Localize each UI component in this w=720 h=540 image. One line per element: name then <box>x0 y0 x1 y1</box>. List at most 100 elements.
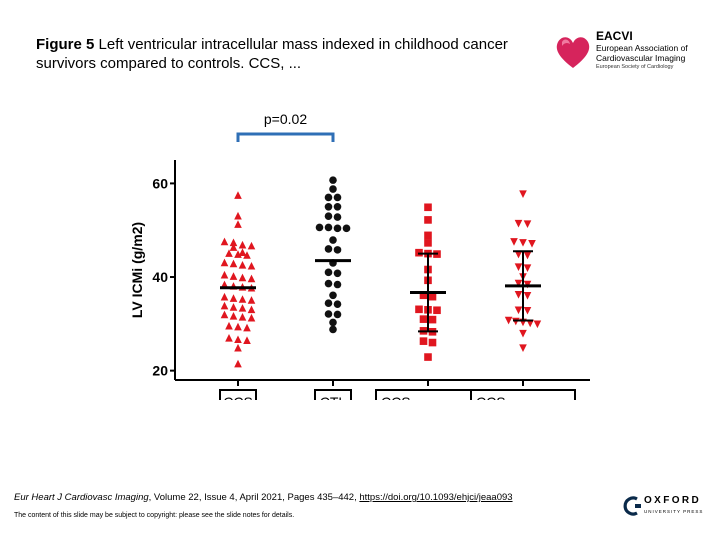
data-point <box>329 325 337 334</box>
data-point <box>428 315 437 324</box>
data-point <box>247 313 256 322</box>
data-point <box>523 291 532 300</box>
data-point <box>247 261 256 270</box>
data-point <box>234 250 242 258</box>
oxford-logo: OXFORD UNIVERSITY PRESS <box>622 495 712 519</box>
citation-details: , Volume 22, Issue 4, April 2021, Pages … <box>148 492 360 503</box>
data-point <box>247 305 256 314</box>
eacvi-full-line2: Cardiovascular Imaging <box>596 53 686 63</box>
data-point <box>519 239 527 247</box>
data-point <box>234 211 242 220</box>
category-label: CCS <box>476 394 506 400</box>
data-point <box>234 343 242 352</box>
category-box <box>375 389 481 400</box>
data-point <box>315 223 324 232</box>
data-point <box>424 203 432 212</box>
figure-title: Figure 5 Left ventricular intracellular … <box>36 35 516 73</box>
data-point <box>247 274 256 283</box>
data-point <box>220 270 229 279</box>
data-point <box>234 220 242 228</box>
data-point <box>514 291 523 299</box>
data-point <box>528 240 536 248</box>
data-point <box>238 248 247 256</box>
copyright-notice: The content of this slide may be subject… <box>14 512 295 519</box>
data-point <box>225 321 233 330</box>
data-point <box>523 264 532 272</box>
data-point <box>333 300 342 308</box>
data-point <box>329 185 337 193</box>
data-point <box>229 272 238 280</box>
data-point <box>514 219 523 228</box>
data-point <box>329 236 337 244</box>
data-point <box>229 312 238 320</box>
data-point <box>234 359 242 368</box>
oxford-name: OXFORD <box>644 495 702 506</box>
data-point <box>234 191 242 199</box>
eacvi-logo: EACVI European Association of Cardiovasc… <box>552 30 692 74</box>
data-point <box>220 237 229 246</box>
data-point <box>333 203 342 211</box>
data-point <box>229 238 238 247</box>
data-point <box>238 295 247 303</box>
data-point <box>419 337 428 345</box>
data-point <box>333 193 342 202</box>
y-tick-label: 40 <box>152 269 168 285</box>
category-box <box>219 389 257 400</box>
eacvi-heart-icon <box>556 37 590 68</box>
data-point <box>220 310 229 319</box>
data-point <box>243 251 251 259</box>
data-point <box>523 306 532 315</box>
y-axis-label: LV ICMi (g/m2) <box>129 222 145 318</box>
data-point <box>324 268 333 277</box>
oxford-sub: UNIVERSITY PRESS <box>644 509 704 514</box>
data-point <box>220 292 229 301</box>
data-point <box>333 246 342 254</box>
data-point <box>415 305 423 314</box>
data-point <box>238 273 247 282</box>
data-point <box>519 344 527 353</box>
data-point <box>329 291 337 300</box>
data-point <box>324 299 333 308</box>
data-point <box>514 279 523 288</box>
data-point <box>333 269 342 278</box>
data-point <box>324 212 333 220</box>
category-box <box>470 389 576 400</box>
data-point <box>514 263 523 272</box>
data-point <box>523 220 532 228</box>
data-point <box>424 353 432 361</box>
data-point <box>504 316 513 325</box>
data-point <box>225 249 233 257</box>
data-point <box>229 259 238 268</box>
data-point <box>419 315 428 323</box>
data-point <box>220 301 229 310</box>
figure-caption: Left ventricular intracellular mass inde… <box>36 36 508 72</box>
data-point <box>514 306 523 315</box>
data-point <box>333 280 342 289</box>
data-point <box>324 310 333 318</box>
doi-link[interactable]: https://doi.org/10.1093/ehjci/jeaa093 <box>359 492 513 503</box>
esc-subline: European Society of Cardiology <box>596 64 674 70</box>
data-point <box>424 216 432 224</box>
data-point <box>238 240 247 249</box>
data-point <box>220 258 229 267</box>
data-point <box>519 329 527 338</box>
y-tick-label: 20 <box>152 363 168 379</box>
category-label: CCS <box>381 394 411 400</box>
data-point <box>342 224 351 233</box>
figure-label: Figure 5 <box>36 36 95 53</box>
data-point <box>519 190 527 199</box>
data-point <box>225 334 233 342</box>
data-point <box>419 291 428 300</box>
data-point <box>229 294 238 302</box>
data-point <box>234 335 242 344</box>
data-point <box>324 203 333 211</box>
oxford-emblem-icon <box>623 496 641 516</box>
significance-bracket <box>236 132 335 142</box>
data-point <box>523 251 532 260</box>
data-point <box>333 310 342 319</box>
data-point <box>324 223 333 232</box>
data-point <box>324 193 333 202</box>
data-point <box>238 304 247 312</box>
data-point <box>424 231 432 240</box>
